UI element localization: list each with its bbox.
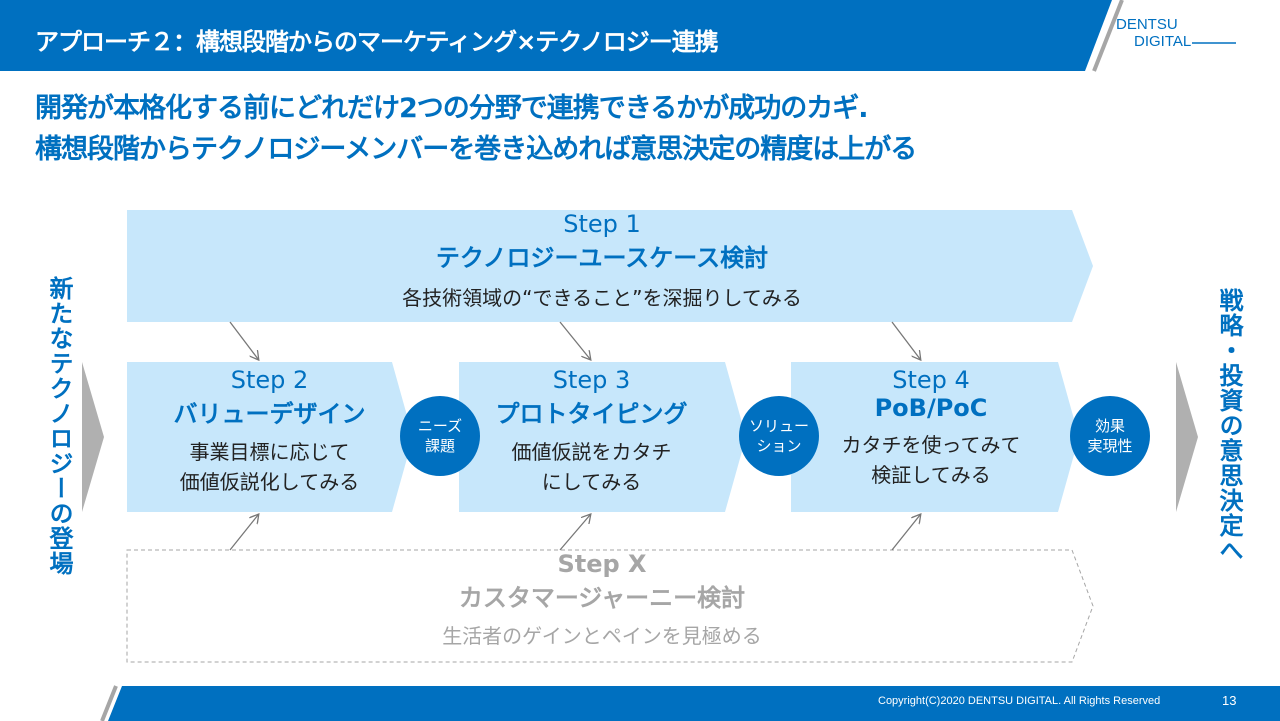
right-label: 戦略・投資の意思決定へ	[1215, 288, 1243, 563]
dentsu-digital-logo: DENTSU DIGITAL	[1116, 16, 1192, 50]
header-bar	[0, 0, 1112, 71]
needs-circle: ニーズ 課題	[400, 396, 480, 476]
copyright: Copyright(C)2020 DENTSU DIGITAL. All Rig…	[878, 695, 1161, 707]
stepx-chevron	[126, 549, 1094, 663]
step4: Step 4 PoB/PoC カタチを使ってみて 検証してみる	[841, 366, 1021, 487]
step2: Step 2 バリューデザイン 事業目標に応じて 価値仮説化してみる	[173, 366, 366, 494]
stepx: Step X カスタマージャーニー検討 生活者のゲインとペインを見極める	[442, 550, 762, 648]
left-arrow	[82, 362, 104, 512]
page-number: 13	[1222, 693, 1237, 708]
step4-chevron	[791, 362, 1079, 512]
effect-circle: 効果 実現性	[1070, 396, 1150, 476]
connector-arrows	[229, 321, 920, 551]
footer-bar	[108, 686, 1280, 721]
step3-chevron	[459, 362, 746, 512]
headline-line2: 構想段階からテクノロジーメンバーを巻き込めれば意思決定の精度は上がる	[35, 134, 917, 165]
right-arrow	[1176, 362, 1198, 512]
step1: Step 1 テクノロジーユースケース検討 各技術領域の“できること”を深掘りし…	[402, 210, 802, 310]
step1-chevron	[127, 210, 1093, 322]
header-slash	[1092, 0, 1124, 72]
step2-chevron	[127, 362, 413, 512]
left-label: 新たなテクノロジーの登場	[45, 276, 73, 576]
page-title: アプローチ２：構想段階からのマーケティング×テクノロジー連携	[35, 28, 719, 56]
footer-slash	[100, 685, 118, 721]
step3: Step 3 プロトタイピング 価値仮説をカタチ にしてみる	[495, 366, 688, 494]
solution-circle: ソリュー ション	[739, 396, 819, 476]
headline-line1: 開発が本格化する前にどれだけ2つの分野で連携できるかが成功のカギ.	[35, 93, 869, 124]
